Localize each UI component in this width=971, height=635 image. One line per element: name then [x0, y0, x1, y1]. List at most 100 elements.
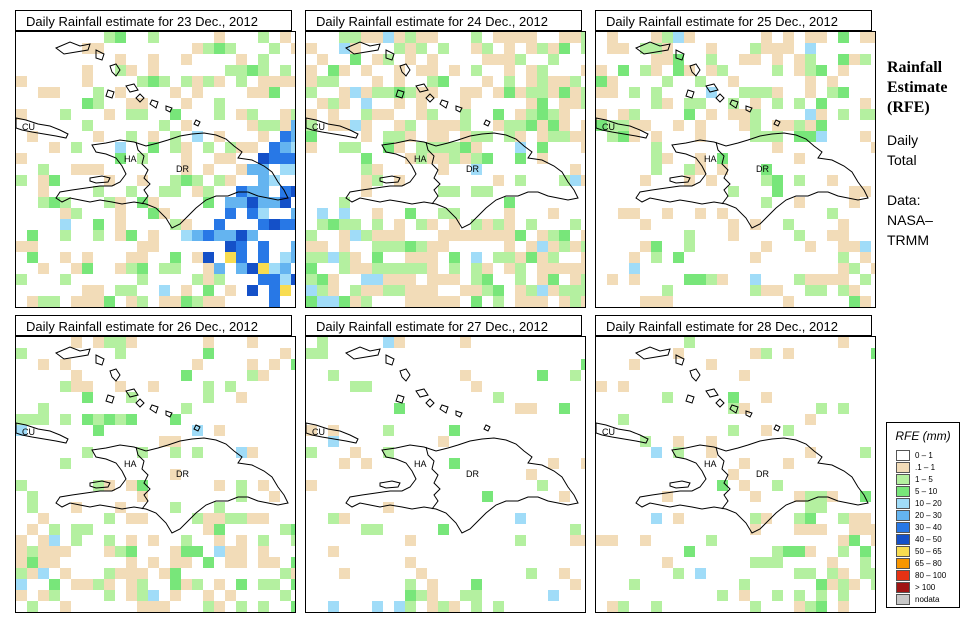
rainfall-cell	[192, 447, 203, 458]
rainfall-cell	[761, 87, 772, 98]
rainfall-cell	[449, 274, 460, 285]
rainfall-cell	[493, 392, 504, 403]
rainfall-cell	[27, 524, 38, 535]
rainfall-cell	[339, 142, 350, 153]
rainfall-cell	[515, 296, 526, 307]
rainfall-cell	[805, 524, 816, 535]
rainfall-cell	[849, 186, 860, 197]
rainfall-cell	[684, 230, 695, 241]
rainfall-cell	[247, 164, 258, 175]
rainfall-cell	[170, 219, 181, 230]
rainfall-cell	[629, 579, 640, 590]
legend-item: nodata	[896, 594, 958, 606]
rainfall-cell	[247, 263, 258, 274]
rainfall-cell	[515, 535, 526, 546]
rainfall-cell	[581, 359, 585, 370]
rainfall-cell	[214, 219, 225, 230]
rainfall-cell	[838, 274, 849, 285]
rainfall-cell	[126, 535, 137, 546]
rainfall-cell	[662, 54, 673, 65]
rainfall-cell	[750, 131, 761, 142]
rainfall-cell	[225, 590, 236, 601]
rainfall-cell	[280, 348, 291, 359]
rainfall-cell	[317, 241, 328, 252]
rainfall-cell	[258, 307, 269, 308]
legend-label: 40 – 50	[915, 535, 942, 544]
rainfall-cell	[339, 458, 350, 469]
legend-title: RFE (mm)	[895, 429, 951, 443]
rainfall-cell	[548, 131, 559, 142]
rainfall-cell	[126, 414, 137, 425]
rainfall-cell	[695, 164, 706, 175]
rainfall-cell	[471, 164, 482, 175]
rainfall-cell	[526, 568, 537, 579]
rainfall-cell	[71, 612, 82, 613]
rainfall-cell	[258, 87, 269, 98]
rainfall-cell	[291, 307, 296, 308]
rainfall-cell	[860, 568, 871, 579]
rainfall-cell	[148, 76, 159, 87]
rainfall-cell	[570, 370, 581, 381]
rainfall-cell	[350, 54, 361, 65]
rainfall-cell	[82, 263, 93, 274]
rainfall-cell	[717, 590, 728, 601]
rainfall-cell	[750, 274, 761, 285]
rainfall-cell	[607, 601, 618, 612]
rainfall-cell	[328, 274, 339, 285]
island-outline	[415, 388, 429, 398]
rainfall-cell	[71, 337, 82, 348]
rainfall-cell	[570, 263, 581, 274]
rainfall-cell	[471, 579, 482, 590]
rainfall-cell	[214, 109, 225, 120]
rainfall-cell	[258, 252, 269, 263]
rainfall-cell	[581, 458, 585, 469]
rainfall-cell	[236, 535, 247, 546]
rainfall-cell	[860, 524, 871, 535]
rainfall-cell	[860, 447, 871, 458]
rainfall-cell	[361, 524, 372, 535]
rainfall-cell	[192, 186, 203, 197]
island-outline	[705, 83, 719, 93]
rainfall-cell	[871, 579, 875, 590]
rainfall-cell	[684, 241, 695, 252]
rainfall-cell	[607, 43, 618, 54]
rainfall-cell	[383, 109, 394, 120]
rainfall-grid	[596, 337, 875, 612]
rainfall-cell	[361, 307, 372, 308]
rainfall-cell	[493, 175, 504, 186]
rainfall-cell	[71, 164, 82, 175]
rainfall-cell	[838, 285, 849, 296]
rainfall-cell	[328, 307, 339, 308]
rainfall-cell	[405, 54, 416, 65]
island-outline	[773, 424, 781, 432]
rainfall-cell	[328, 370, 339, 381]
rainfall-cell	[394, 32, 405, 43]
rainfall-cell	[350, 87, 361, 98]
rainfall-cell	[673, 436, 684, 447]
rainfall-cell	[581, 230, 585, 241]
rainfall-cell	[493, 296, 504, 307]
rainfall-cell	[449, 219, 460, 230]
island-outline	[193, 119, 201, 127]
rainfall-cell	[772, 546, 783, 557]
rainfall-cell	[460, 285, 471, 296]
rainfall-cell	[449, 65, 460, 76]
rainfall-cell	[559, 32, 570, 43]
rainfall-cell	[526, 252, 537, 263]
rainfall-cell	[427, 263, 438, 274]
rainfall-cell	[383, 263, 394, 274]
rainfall-cell	[537, 370, 548, 381]
island-outline	[135, 398, 145, 408]
rainfall-cell	[504, 32, 515, 43]
rainfall-cell	[482, 230, 493, 241]
rainfall-cell	[258, 370, 269, 381]
rainfall-cell	[394, 241, 405, 252]
rainfall-cell	[838, 219, 849, 230]
rainfall-cell	[427, 54, 438, 65]
rainfall-cell	[537, 263, 548, 274]
rainfall-cell	[394, 307, 405, 308]
rainfall-cell	[339, 208, 350, 219]
rainfall-cell	[258, 186, 269, 197]
rainfall-cell	[181, 54, 192, 65]
rainfall-cell	[38, 535, 49, 546]
